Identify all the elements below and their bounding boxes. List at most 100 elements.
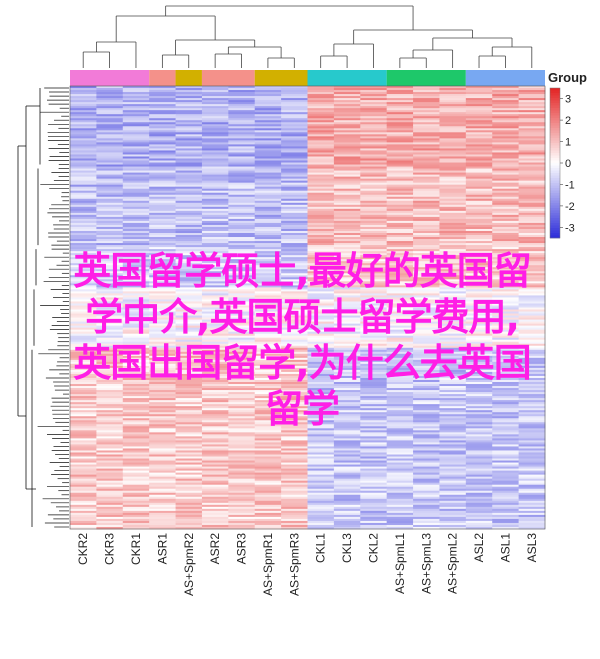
heatmap-cell [149,152,176,155]
heatmap-cell [465,212,493,216]
heatmap-cell [281,86,308,89]
heatmap-cell [439,434,467,437]
heatmap-cell [439,158,467,161]
heatmap-cell [228,204,256,208]
heatmap-cell [307,408,335,411]
heatmap-cell [413,454,440,457]
heatmap-cell [333,317,361,320]
heatmap-cell [518,172,546,175]
heatmap-cell [360,518,388,522]
heatmap-cell [386,488,414,492]
heatmap-cell [386,150,414,153]
heatmap-cell [333,494,361,498]
heatmap-cell [96,196,124,200]
heatmap-cell [386,114,414,117]
heatmap-cell [413,444,440,447]
heatmap-cell [254,98,282,101]
heatmap-cell [122,208,150,212]
heatmap-cell [307,166,335,169]
heatmap-cell [439,375,467,379]
heatmap-cell [96,490,124,494]
heatmap-cell [413,88,440,91]
heatmap-cell [149,486,176,490]
heatmap-cell [281,104,308,107]
heatmap-cell [307,379,335,383]
heatmap-cell [333,373,361,377]
heatmap-cell [360,257,388,260]
heatmap-cell [175,239,203,242]
heatmap-cell [465,269,493,272]
heatmap-cell [360,220,388,224]
heatmap-cell [518,500,546,504]
heatmap-cell [175,287,203,290]
heatmap-cell [281,261,308,264]
heatmap-cell [307,283,335,286]
heatmap-cell [175,357,203,361]
heatmap-cell [70,148,97,151]
heatmap-cell [96,267,124,270]
heatmap-cell [518,116,546,119]
heatmap-cell [149,182,176,186]
heatmap-cell [307,289,335,292]
heatmap-cell [465,458,493,461]
heatmap-cell [492,458,520,461]
heatmap-cell [96,504,124,508]
heatmap-cell [281,287,308,290]
heatmap-cell [518,196,546,200]
heatmap-cell [96,283,124,286]
heatmap-cell [70,371,97,375]
colorbar-step [550,148,560,151]
heatmap-cell [307,261,335,264]
heatmap-cell [201,406,229,409]
heatmap-cell [201,420,229,423]
heatmap-cell [465,259,493,262]
heatmap-cell [149,386,176,389]
heatmap-cell [254,112,282,115]
heatmap-cell [360,325,388,329]
heatmap-cell [413,202,440,206]
heatmap-cell [228,440,256,443]
heatmap-cell [386,408,414,411]
heatmap-cell [70,214,97,218]
heatmap-cell [413,379,440,383]
heatmap-cell [122,440,150,443]
heatmap-cell [254,410,282,413]
row-dendrogram [17,87,69,528]
heatmap-cell [201,156,229,159]
heatmap-cell [122,210,150,214]
heatmap-cell [201,323,229,327]
heatmap-cell [307,438,335,441]
heatmap-cell [413,301,440,304]
heatmap-cell [122,351,150,355]
heatmap-cell [281,235,308,238]
heatmap-cell [333,247,361,250]
heatmap-cell [360,226,388,230]
heatmap-cell [333,154,361,157]
heatmap-cell [70,518,97,522]
heatmap-cell [201,271,229,274]
heatmap-cell [333,251,361,254]
heatmap-cell [228,524,256,528]
heatmap-cell [465,218,493,222]
heatmap-cell [439,285,467,288]
heatmap-cell [122,116,150,119]
heatmap-cell [307,190,335,194]
heatmap-cell [281,114,308,117]
heatmap-cell [413,361,440,365]
heatmap-cell [492,488,520,492]
heatmap-cell [96,168,124,171]
heatmap-cell [149,390,176,393]
heatmap-cell [149,106,176,109]
heatmap-cell [386,237,414,240]
heatmap-cell [228,474,256,478]
heatmap-cell [518,275,546,278]
heatmap-cell [492,216,520,220]
heatmap-cell [360,412,388,415]
heatmap-cell [122,347,150,351]
column-label: CKL3 [340,533,354,563]
heatmap-cell [96,506,124,510]
heatmap-cell [465,108,493,111]
heatmap-cell [175,422,203,425]
heatmap-cell [465,226,493,230]
heatmap-cell [149,371,176,375]
